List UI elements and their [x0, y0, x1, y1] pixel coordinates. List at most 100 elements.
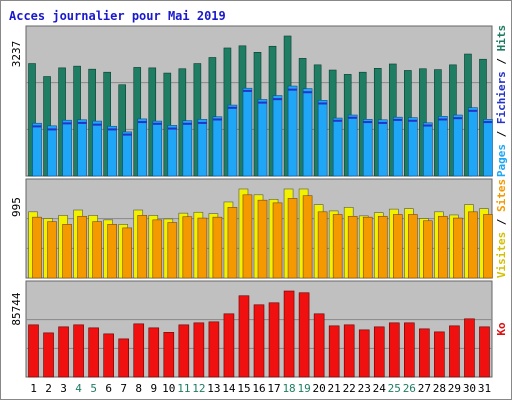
- bar-ko: [73, 324, 84, 378]
- bar-hits: [28, 63, 36, 177]
- bar-ko: [178, 324, 190, 378]
- bar-sites: [392, 214, 403, 279]
- bar-ko: [404, 322, 415, 378]
- bar-sites: [408, 214, 418, 279]
- bar-fichiers: [453, 114, 463, 177]
- bar-sites: [453, 217, 463, 279]
- legend-separator: /: [495, 51, 508, 71]
- bar-pages: [408, 119, 418, 122]
- bar-pages: [318, 102, 328, 105]
- x-tick-label: 24: [373, 382, 387, 395]
- x-tick-label: 13: [207, 382, 220, 395]
- bar-ko: [103, 333, 114, 378]
- bar-pages: [227, 106, 237, 109]
- bar-fichiers: [362, 119, 373, 177]
- bar-fichiers: [137, 118, 148, 177]
- bar-sites: [317, 211, 328, 279]
- bar-pages: [242, 89, 252, 92]
- bar-fichiers: [347, 114, 358, 177]
- ymax-label-ko: 85744: [10, 292, 23, 325]
- x-tick-label: 5: [90, 382, 97, 395]
- bar-sites: [332, 214, 343, 279]
- bar-ko: [148, 327, 160, 378]
- bar-sites: [107, 224, 117, 279]
- bar-sites: [362, 216, 373, 279]
- bar-sites: [62, 224, 72, 279]
- x-tick-label: 31: [478, 382, 491, 395]
- bar-pages: [152, 122, 162, 125]
- bar-fichiers: [408, 117, 418, 177]
- x-tick-label: 4: [75, 382, 82, 395]
- bar-ko: [268, 302, 280, 378]
- x-tick-label: 7: [120, 382, 127, 395]
- bar-fichiers: [47, 125, 57, 177]
- x-tick-label: 21: [328, 382, 341, 395]
- x-tick-label: 25: [388, 382, 401, 395]
- bar-fichiers: [392, 116, 403, 177]
- x-tick-label: 30: [463, 382, 476, 395]
- bar-fichiers: [302, 88, 313, 177]
- bar-pages: [303, 91, 313, 94]
- bar-ko: [88, 327, 99, 378]
- x-tick-label: 12: [192, 382, 205, 395]
- bar-sites: [287, 198, 298, 279]
- x-tick-label: 19: [297, 382, 310, 395]
- chart-marks: [26, 35, 493, 378]
- bar-sites: [212, 216, 223, 279]
- bar-sites: [272, 202, 283, 279]
- bar-ko: [419, 328, 430, 378]
- bar-pages: [423, 124, 433, 127]
- bar-ko: [343, 324, 355, 378]
- bar-sites: [77, 215, 87, 279]
- bar-fichiers: [107, 125, 117, 177]
- x-tick-label: 16: [252, 382, 265, 395]
- bar-pages: [182, 122, 192, 125]
- bar-pages: [32, 125, 42, 128]
- bar-ko: [449, 325, 460, 378]
- legend-fichiers: Fichiers: [495, 71, 508, 124]
- bar-sites: [438, 215, 448, 279]
- bar-hits: [103, 71, 111, 177]
- bar-fichiers: [152, 120, 163, 177]
- bar-pages: [438, 118, 448, 121]
- series-legend-visites-sites: Visites / Sites: [495, 179, 508, 278]
- x-tick-label: 29: [448, 382, 461, 395]
- bar-hits: [163, 72, 172, 177]
- bar-ko: [28, 324, 39, 378]
- bar-pages: [393, 118, 403, 121]
- series-legend-ko: Ko: [495, 322, 508, 336]
- bar-fichiers: [332, 117, 343, 177]
- bar-ko: [133, 323, 145, 378]
- x-tick-label: 11: [177, 382, 190, 395]
- bar-pages: [258, 101, 267, 104]
- ymax-label-pages-fichiers-hits: 3237: [10, 41, 23, 68]
- bar-ko: [373, 326, 385, 378]
- bar-pages: [167, 127, 177, 130]
- bar-fichiers: [242, 87, 253, 177]
- legend-sites: Sites: [495, 179, 508, 212]
- bar-ko: [208, 321, 220, 378]
- bar-ko: [283, 290, 295, 378]
- legend-separator: /: [495, 212, 508, 232]
- bar-pages: [348, 116, 358, 119]
- bar-sites: [257, 199, 268, 279]
- legend-ko: Ko: [495, 322, 508, 336]
- bar-pages: [62, 122, 72, 125]
- bar-hits: [118, 84, 127, 177]
- x-tick-label: 17: [267, 382, 280, 395]
- bar-fichiers: [197, 119, 208, 177]
- legend-visites: Visites: [495, 232, 508, 278]
- x-tick-label: 28: [433, 382, 446, 395]
- bar-sites: [347, 215, 358, 279]
- bar-ko: [118, 338, 130, 378]
- bar-fichiers: [423, 122, 433, 177]
- bar-pages: [212, 118, 222, 121]
- bar-sites: [302, 195, 313, 279]
- legend-separator: /: [495, 124, 508, 144]
- x-tick-label: 20: [313, 382, 326, 395]
- x-tick-label: 2: [45, 382, 52, 395]
- bar-hits: [479, 58, 487, 177]
- bar-sites: [197, 217, 208, 279]
- x-tick-label: 27: [418, 382, 431, 395]
